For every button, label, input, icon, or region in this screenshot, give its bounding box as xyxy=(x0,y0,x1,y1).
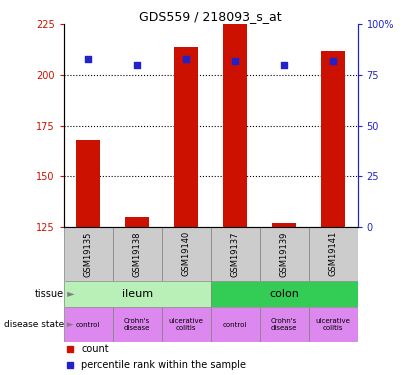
Point xyxy=(134,62,141,68)
Text: colon: colon xyxy=(269,289,299,299)
Point xyxy=(232,58,238,64)
Text: control: control xyxy=(223,322,247,328)
Text: ►: ► xyxy=(64,320,74,329)
Text: GSM19139: GSM19139 xyxy=(279,231,289,276)
Text: ileum: ileum xyxy=(122,289,153,299)
Bar xyxy=(113,308,162,342)
Text: ulcerative
colitis: ulcerative colitis xyxy=(316,318,351,331)
Text: ►: ► xyxy=(64,289,75,299)
Bar xyxy=(125,217,150,227)
Bar xyxy=(309,227,358,281)
Point xyxy=(85,56,92,62)
Title: GDS559 / 218093_s_at: GDS559 / 218093_s_at xyxy=(139,10,282,23)
Text: GSM19141: GSM19141 xyxy=(328,231,337,276)
Bar xyxy=(211,227,260,281)
Bar xyxy=(174,46,199,227)
Bar xyxy=(223,24,247,227)
Bar xyxy=(211,308,260,342)
Text: ulcerative
colitis: ulcerative colitis xyxy=(169,318,203,331)
Text: GSM19138: GSM19138 xyxy=(133,231,142,277)
Bar xyxy=(260,308,309,342)
Bar xyxy=(64,281,210,308)
Bar xyxy=(272,223,296,227)
Text: percentile rank within the sample: percentile rank within the sample xyxy=(81,360,246,370)
Bar xyxy=(64,227,113,281)
Text: tissue: tissue xyxy=(35,289,64,299)
Bar xyxy=(321,51,345,227)
Bar xyxy=(309,308,358,342)
Text: count: count xyxy=(81,344,109,354)
Bar xyxy=(76,140,100,227)
Bar xyxy=(260,227,309,281)
Point xyxy=(330,58,336,64)
Text: Crohn's
disease: Crohn's disease xyxy=(124,318,150,331)
Text: Crohn's
disease: Crohn's disease xyxy=(271,318,297,331)
Text: GSM19135: GSM19135 xyxy=(84,231,93,276)
Text: control: control xyxy=(76,322,100,328)
Text: GSM19140: GSM19140 xyxy=(182,231,191,276)
Bar xyxy=(162,308,211,342)
Bar xyxy=(64,308,113,342)
Bar xyxy=(113,227,162,281)
Point xyxy=(183,56,189,62)
Text: GSM19137: GSM19137 xyxy=(231,231,240,277)
Bar xyxy=(162,227,211,281)
Text: disease state: disease state xyxy=(4,320,64,329)
Bar xyxy=(211,281,358,308)
Point xyxy=(281,62,287,68)
